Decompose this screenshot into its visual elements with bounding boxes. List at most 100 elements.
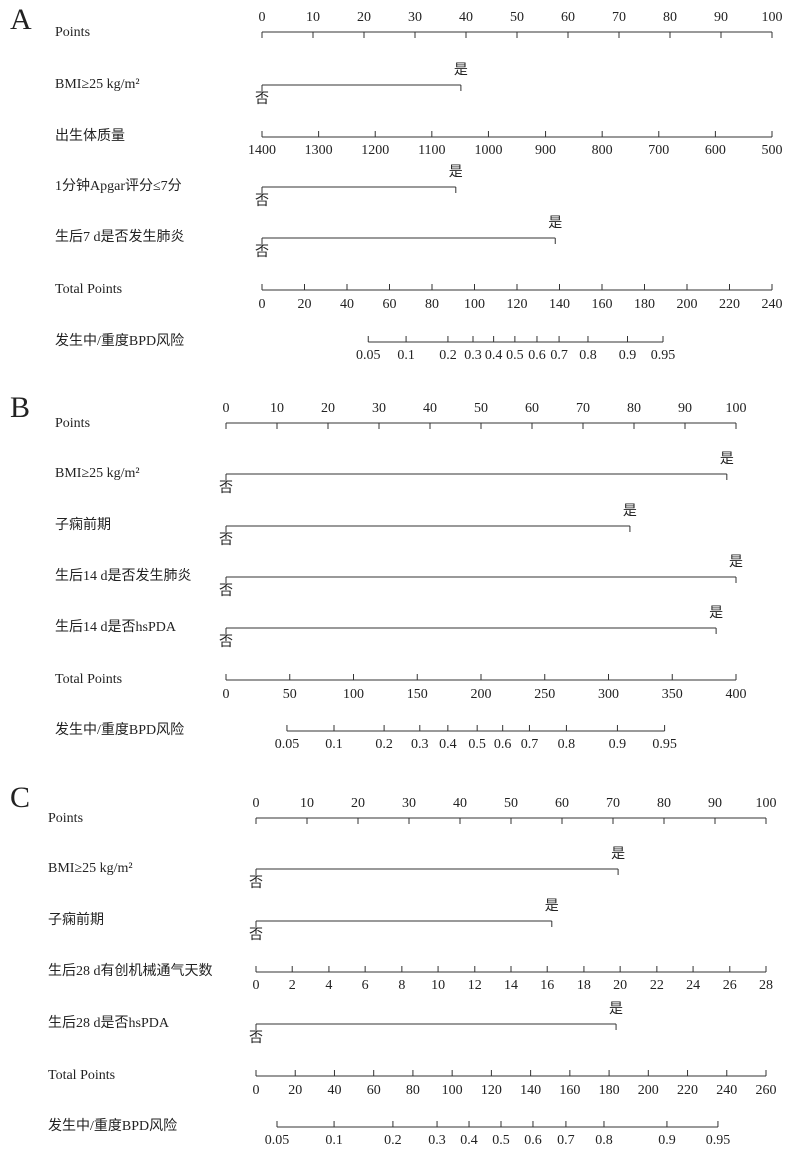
level-label: 否	[249, 876, 263, 891]
tick-label: 0.7	[521, 737, 539, 752]
tick-label: 10	[431, 978, 445, 993]
row-name: 生后14 d是否发生肺炎	[55, 568, 192, 584]
tick-label: 1200	[361, 143, 389, 158]
tick-label: 900	[535, 143, 556, 158]
tick-label: 20	[321, 401, 335, 416]
tick-label: 40	[453, 796, 467, 811]
level-label: 否	[249, 928, 263, 943]
tick-label: 90	[678, 401, 692, 416]
level-label: 否	[219, 584, 233, 599]
tick-label: 220	[677, 1083, 698, 1098]
tick-label: 240	[716, 1083, 737, 1098]
tick-label: 20	[357, 10, 371, 25]
tick-label: 70	[606, 796, 620, 811]
tick-label: 0.2	[384, 1133, 402, 1148]
row-name: 生后28 d是否hsPDA	[48, 1015, 170, 1031]
tick-label: 20	[298, 297, 312, 312]
tick-label: 40	[340, 297, 354, 312]
level-label: 是	[611, 847, 625, 862]
tick-label: 10	[270, 401, 284, 416]
tick-label: 0.6	[494, 737, 512, 752]
tick-label: 400	[726, 687, 747, 702]
tick-label: 90	[714, 10, 728, 25]
tick-label: 0.3	[428, 1133, 446, 1148]
tick-label: 0.4	[485, 348, 503, 363]
tick-label: 50	[283, 687, 297, 702]
tick-label: 20	[351, 796, 365, 811]
tick-label: 22	[650, 978, 664, 993]
row-name: Total Points	[48, 1068, 115, 1083]
tick-label: 0.95	[706, 1133, 731, 1148]
level-label: 是	[720, 452, 734, 467]
tick-label: 0.1	[325, 1133, 343, 1148]
tick-label: 80	[663, 10, 677, 25]
tick-label: 2	[289, 978, 296, 993]
panel-letter: A	[10, 3, 32, 36]
tick-label: 100	[762, 10, 783, 25]
tick-label: 30	[408, 10, 422, 25]
tick-label: 0.2	[439, 348, 457, 363]
tick-label: 0.4	[439, 737, 457, 752]
tick-label: 0.8	[579, 348, 597, 363]
tick-label: 100	[442, 1083, 463, 1098]
tick-label: 30	[402, 796, 416, 811]
tick-label: 10	[306, 10, 320, 25]
tick-label: 240	[762, 297, 783, 312]
level-label: 否	[219, 635, 233, 650]
tick-label: 0.3	[464, 348, 482, 363]
tick-label: 0.4	[460, 1133, 478, 1148]
tick-label: 60	[525, 401, 539, 416]
tick-label: 150	[407, 687, 428, 702]
tick-label: 260	[756, 1083, 777, 1098]
row-name: 子痫前期	[48, 911, 104, 928]
tick-label: 0	[253, 796, 260, 811]
level-label: 否	[255, 194, 269, 209]
row-name: BMI≥25 kg/m²	[55, 466, 140, 481]
tick-label: 700	[648, 143, 669, 158]
tick-label: 0	[259, 297, 266, 312]
tick-label: 0.05	[356, 348, 381, 363]
tick-label: 0.7	[550, 348, 568, 363]
tick-label: 0.1	[397, 348, 415, 363]
tick-label: 200	[638, 1083, 659, 1098]
row-name: 子痫前期	[55, 516, 111, 533]
tick-label: 40	[459, 10, 473, 25]
tick-label: 0.9	[658, 1133, 676, 1148]
row-name: BMI≥25 kg/m²	[55, 77, 140, 92]
row-name: 出生体质量	[55, 128, 125, 144]
tick-label: 0.5	[468, 737, 486, 752]
tick-label: 1400	[248, 143, 276, 158]
tick-label: 0.9	[619, 348, 637, 363]
tick-label: 140	[549, 297, 570, 312]
tick-label: 16	[540, 978, 554, 993]
tick-label: 0	[253, 978, 260, 993]
tick-label: 0.3	[411, 737, 429, 752]
level-label: 否	[219, 481, 233, 496]
level-label: 是	[449, 165, 463, 180]
level-label: 是	[548, 216, 562, 231]
level-label: 是	[454, 63, 468, 78]
tick-label: 6	[362, 978, 369, 993]
tick-label: 70	[576, 401, 590, 416]
level-label: 是	[545, 899, 559, 914]
tick-label: 200	[471, 687, 492, 702]
tick-label: 80	[406, 1083, 420, 1098]
tick-label: 160	[559, 1083, 580, 1098]
tick-label: 80	[425, 297, 439, 312]
tick-label: 300	[598, 687, 619, 702]
tick-label: 120	[507, 297, 528, 312]
level-label: 否	[255, 245, 269, 260]
tick-label: 18	[577, 978, 591, 993]
tick-label: 0.7	[557, 1133, 575, 1148]
level-label: 是	[729, 555, 743, 570]
level-label: 否	[219, 533, 233, 548]
row-name: 生后28 d有创机械通气天数	[48, 963, 213, 979]
level-label: 是	[623, 504, 637, 519]
tick-label: 0	[223, 401, 230, 416]
tick-label: 60	[383, 297, 397, 312]
level-label: 否	[249, 1031, 263, 1046]
level-label: 是	[609, 1002, 623, 1017]
tick-label: 0.6	[524, 1133, 542, 1148]
tick-label: 0	[253, 1083, 260, 1098]
tick-label: 10	[300, 796, 314, 811]
